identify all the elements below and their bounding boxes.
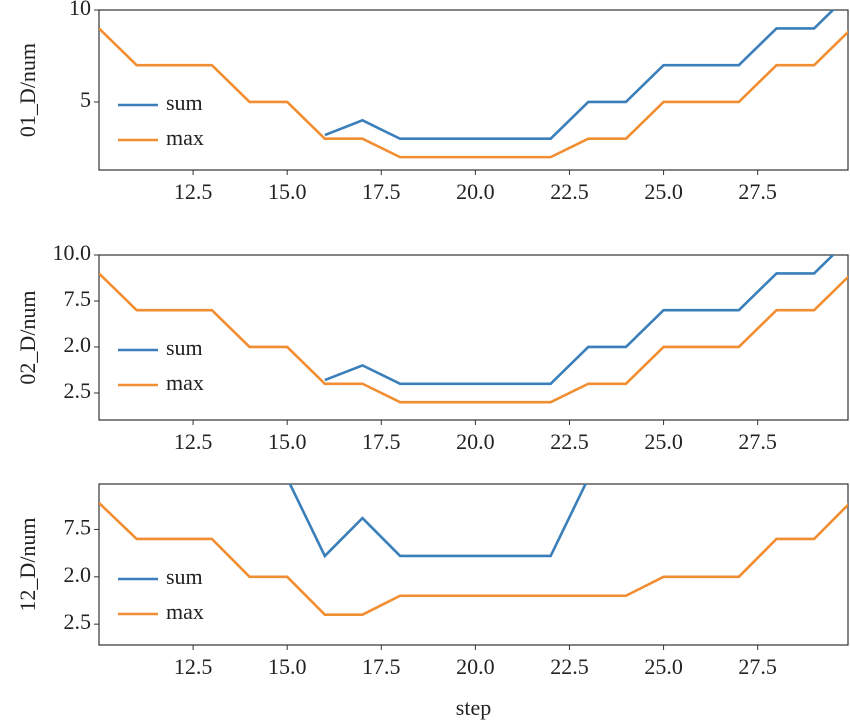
x-axis-label: step [456, 695, 491, 720]
x-tick-label: 12.5 [174, 429, 213, 454]
legend-label: sum [166, 90, 203, 115]
x-tick-label: 27.5 [738, 179, 777, 204]
x-tick-label: 12.5 [174, 179, 213, 204]
x-tick-label: 12.5 [174, 654, 213, 679]
x-tick-label: 15.0 [268, 179, 307, 204]
y-tick-label: 10.0 [53, 240, 92, 265]
y-tick-label: 2.5 [64, 609, 92, 634]
x-tick-label: 25.0 [644, 654, 683, 679]
series-line [324, 10, 835, 141]
plot-frame [98, 254, 849, 421]
x-tick-label: 25.0 [644, 429, 683, 454]
legend-label: max [166, 370, 204, 395]
x-tick-label: 20.0 [456, 179, 495, 204]
x-tick-label: 15.0 [268, 429, 307, 454]
series-line [288, 484, 587, 559]
x-tick-label: 20.0 [456, 654, 495, 679]
y-axis-label: 12_D/num [15, 517, 40, 611]
y-tick-label: 5 [80, 87, 91, 112]
x-tick-label: 15.0 [268, 654, 307, 679]
x-tick-label: 20.0 [456, 429, 495, 454]
y-tick-label: 10 [69, 0, 91, 20]
legend-label: sum [166, 335, 203, 360]
legend-label: sum [166, 564, 203, 589]
y-tick-label: 2.0 [64, 332, 92, 357]
legend-label: max [166, 125, 204, 150]
x-tick-label: 17.5 [362, 654, 401, 679]
x-tick-label: 22.5 [550, 654, 589, 679]
series-line [99, 272, 848, 404]
x-tick-label: 22.5 [550, 429, 589, 454]
y-tick-label: 7.5 [64, 286, 92, 311]
x-tick-label: 17.5 [362, 429, 401, 454]
legend-label: max [166, 599, 204, 624]
y-tick-label: 2.5 [64, 378, 92, 403]
x-tick-label: 17.5 [362, 179, 401, 204]
plot-frame [98, 9, 849, 171]
y-axis-label: 02_D/num [15, 290, 40, 384]
y-tick-label: 7.5 [64, 515, 92, 540]
x-tick-label: 27.5 [738, 654, 777, 679]
series-line [99, 502, 848, 616]
series-line [99, 27, 848, 159]
series-line [324, 255, 835, 386]
x-tick-label: 22.5 [550, 179, 589, 204]
y-axis-label: 01_D/num [15, 43, 40, 137]
x-tick-label: 25.0 [644, 179, 683, 204]
x-tick-label: 27.5 [738, 429, 777, 454]
y-tick-label: 2.0 [64, 562, 92, 587]
plot-frame [98, 483, 849, 646]
